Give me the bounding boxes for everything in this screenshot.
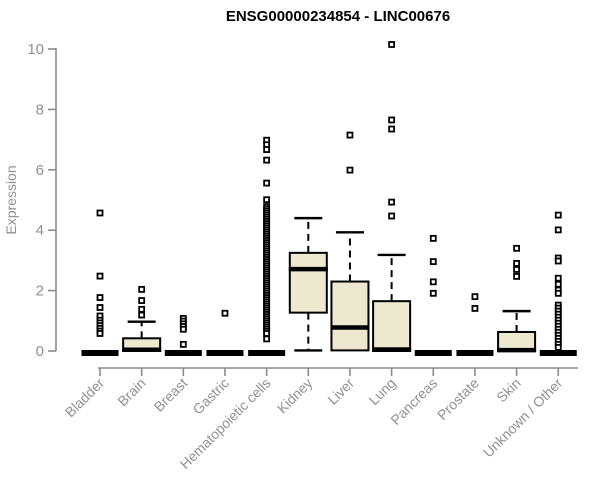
x-tick-label: Liver — [324, 375, 357, 408]
box-group — [414, 234, 452, 356]
x-tick-label: Prostate — [434, 375, 482, 423]
outlier-point — [513, 266, 520, 273]
box — [372, 300, 412, 353]
y-axis-title: Expression — [3, 165, 19, 234]
outlier-point — [263, 335, 271, 343]
outlier-point — [554, 289, 562, 297]
x-tick-label: Unknown / Other — [480, 375, 566, 461]
y-tick-label: 8 — [36, 101, 44, 118]
outlier-point — [554, 274, 562, 282]
outlier-point — [179, 340, 187, 348]
collapsed-box — [248, 350, 286, 356]
box-group — [248, 136, 286, 356]
x-tick-label: Lung — [365, 375, 398, 408]
outlier-point — [138, 311, 146, 319]
outlier-point — [388, 198, 396, 206]
outlier-point — [96, 272, 104, 280]
outlier-point — [429, 234, 437, 242]
outlier-point — [263, 330, 271, 337]
outlier-point — [471, 305, 479, 312]
outlier-point — [388, 41, 396, 48]
outlier-point — [263, 179, 271, 187]
outlier-point — [388, 125, 396, 133]
box-group — [497, 244, 537, 353]
collapsed-box — [81, 350, 119, 356]
box-group — [330, 131, 370, 352]
outlier-point — [388, 116, 396, 124]
y-tick-label: 6 — [36, 162, 44, 179]
chart-title: ENSG00000234854 - LINC00676 — [225, 8, 451, 25]
outlier-point — [471, 293, 479, 301]
x-tick-label: Skin — [493, 375, 524, 406]
box-group — [122, 285, 162, 353]
y-tick-label: 0 — [36, 343, 44, 360]
outlier-point — [429, 278, 437, 286]
outlier-point — [179, 325, 187, 333]
outlier-point — [346, 166, 354, 174]
box-group — [164, 314, 202, 356]
collapsed-box — [414, 350, 452, 356]
outlier-point — [554, 211, 562, 219]
box-group — [206, 309, 244, 356]
outlier-point — [263, 156, 271, 164]
outlier-point — [554, 343, 562, 351]
collapsed-box — [164, 350, 202, 356]
box-group — [372, 41, 412, 353]
outlier-point — [96, 294, 104, 301]
x-tick-label: Kidney — [274, 375, 316, 417]
outlier-point — [513, 244, 520, 252]
collapsed-box — [206, 350, 244, 356]
x-tick-label: Breast — [151, 375, 191, 415]
collapsed-box — [539, 350, 577, 356]
y-tick-label: 10 — [27, 41, 44, 58]
y-tick-label: 4 — [36, 222, 44, 239]
outlier-point — [138, 305, 146, 313]
x-tick-label: Brain — [114, 375, 148, 409]
box — [330, 280, 370, 352]
outlier-point — [346, 131, 354, 139]
outlier-point — [513, 273, 520, 280]
outlier-point — [429, 258, 437, 266]
outlier-point — [554, 226, 562, 234]
box-group — [288, 216, 328, 352]
box-group — [456, 293, 494, 356]
outlier-point — [96, 209, 104, 217]
outlier-point — [138, 297, 146, 304]
box-group — [81, 209, 119, 356]
outlier-point — [221, 309, 229, 317]
outlier-point — [263, 146, 271, 153]
outlier-point — [138, 285, 146, 293]
outlier-point — [96, 330, 104, 337]
outlier-point — [554, 280, 562, 288]
collapsed-box — [456, 350, 494, 356]
x-tick-label: Bladder — [62, 375, 108, 421]
outlier-point — [513, 260, 520, 267]
y-axis: 0 2 4 6 8 10 Expression — [3, 41, 57, 360]
outlier-point — [554, 257, 562, 265]
outlier-point — [263, 196, 271, 204]
box — [288, 251, 328, 314]
outlier-point — [96, 304, 104, 311]
box-group — [539, 211, 577, 356]
outlier-point — [429, 289, 437, 297]
outlier-point — [388, 212, 396, 220]
y-tick-label: 2 — [36, 283, 44, 300]
